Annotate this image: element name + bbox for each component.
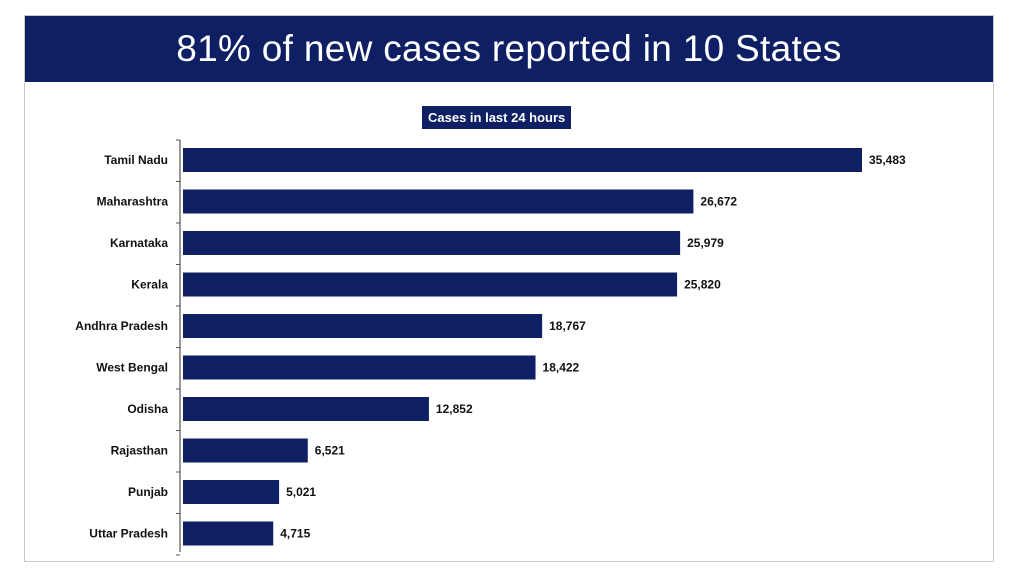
- page-title: 81% of new cases reported in 10 States: [25, 16, 993, 82]
- bar-karnataka: [183, 231, 681, 255]
- category-label: Karnataka: [110, 236, 168, 250]
- value-label: 35,483: [869, 153, 906, 167]
- bar-kerala: [183, 272, 678, 297]
- value-label: 18,767: [549, 319, 586, 333]
- bar-odisha: [183, 397, 429, 421]
- bar-andhra-pradesh: [183, 314, 543, 338]
- category-label: Tamil Nadu: [104, 153, 168, 167]
- value-label: 6,521: [315, 444, 345, 458]
- bar-maharashtra: [183, 189, 694, 214]
- category-label: West Bengal: [96, 361, 168, 375]
- bar-west-bengal: [183, 355, 536, 380]
- value-label: 5,021: [286, 485, 316, 499]
- category-label: Punjab: [128, 485, 168, 499]
- category-label: Uttar Pradesh: [89, 527, 168, 541]
- value-label: 25,820: [684, 278, 721, 292]
- bar-punjab: [183, 480, 280, 504]
- bar-tamil-nadu: [183, 148, 862, 172]
- category-label: Odisha: [127, 402, 168, 416]
- bar-rajasthan: [183, 438, 308, 463]
- category-label: Maharashtra: [97, 195, 169, 209]
- category-label: Andhra Pradesh: [75, 319, 168, 333]
- value-label: 12,852: [436, 402, 473, 416]
- value-label: 18,422: [543, 361, 580, 375]
- chart-title: Cases in last 24 hours: [422, 106, 572, 129]
- category-label: Kerala: [131, 278, 168, 292]
- category-label: Rajasthan: [111, 444, 168, 458]
- value-label: 26,672: [700, 195, 737, 209]
- value-label: 25,979: [687, 236, 724, 250]
- value-label: 4,715: [280, 527, 310, 541]
- bar-uttar-pradesh: [183, 521, 274, 546]
